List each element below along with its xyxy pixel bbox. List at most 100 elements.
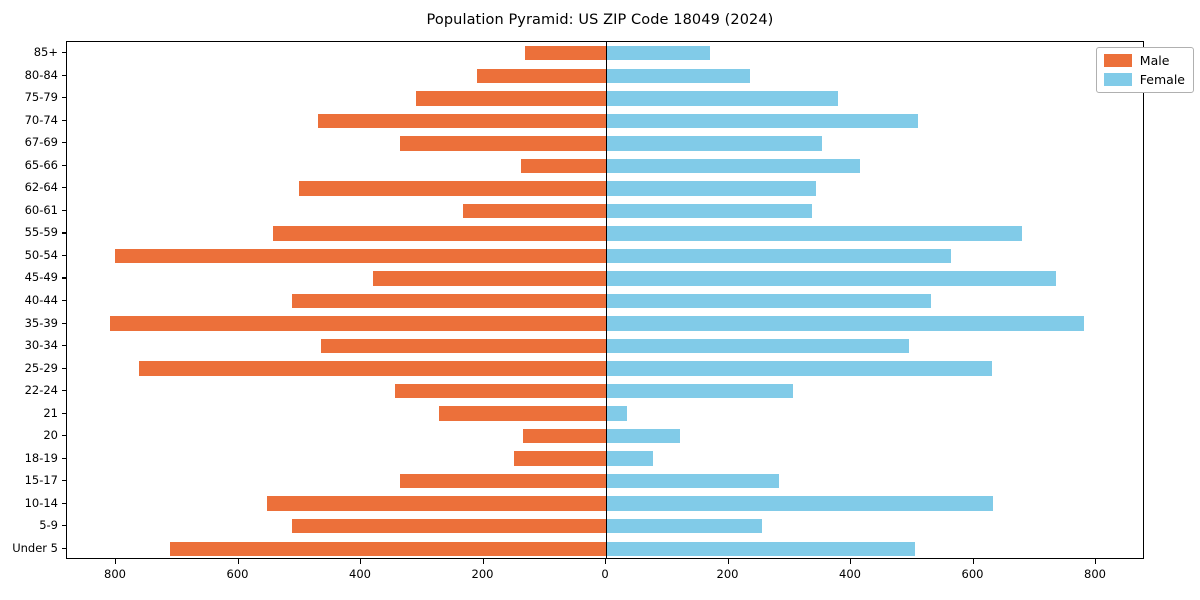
y-tick-mark: [61, 322, 66, 324]
y-tick-label-21: 21: [43, 405, 58, 420]
y-tick-label-40-44: 40-44: [24, 293, 58, 307]
bar-row: [67, 68, 1143, 83]
x-tick-mark: [850, 559, 852, 564]
bar-row: [67, 158, 1143, 174]
y-tick-label-45-49: 45-49: [24, 270, 58, 285]
y-tick-mark: [61, 187, 66, 189]
y-tick-label-75-79: 75-79: [24, 90, 58, 105]
bar-male-10-14: [267, 496, 606, 511]
x-tick-mark: [360, 559, 362, 564]
x-tick-mark: [972, 559, 974, 564]
y-tick-mark: [61, 390, 66, 392]
bar-male-15-17: [399, 473, 606, 489]
bar-male-65-66: [521, 158, 606, 174]
y-tick-mark: [61, 52, 66, 54]
x-tick-label-6: 400: [839, 567, 861, 581]
bar-female-67-69: [606, 136, 822, 151]
bar-row: [67, 541, 1143, 556]
bar-row: [67, 451, 1143, 466]
legend-swatch-male: [1103, 54, 1132, 67]
y-tick-label-22-24: 22-24: [24, 383, 58, 398]
y-tick-label-85-: 85+: [33, 45, 58, 60]
y-tick-mark: [61, 232, 66, 234]
y-tick-label-50-54: 50-54: [24, 247, 58, 262]
bar-male-45-49: [373, 271, 606, 286]
bar-female-70-74: [606, 113, 919, 129]
bar-row: [67, 91, 1143, 106]
bar-female-45-49: [606, 271, 1057, 286]
bar-male-40-44: [291, 293, 606, 309]
x-tick-mark: [727, 559, 729, 564]
y-tick-label-5-9: 5-9: [39, 518, 58, 533]
bar-female-10-14: [606, 496, 994, 511]
bar-row: [67, 226, 1143, 241]
bar-row: [67, 361, 1143, 376]
x-tick-mark: [605, 559, 607, 564]
bar-female-22-24: [606, 383, 793, 399]
chart-title: Population Pyramid: US ZIP Code 18049 (2…: [426, 12, 774, 28]
chart-legend: Male Female: [1095, 47, 1194, 93]
bar-male-80-84: [477, 68, 606, 83]
y-tick-label-55-59: 55-59: [24, 225, 58, 240]
y-tick-mark: [61, 457, 66, 459]
bar-male-50-54: [115, 248, 606, 264]
bar-female-25-29: [606, 361, 992, 376]
x-tick-mark: [237, 559, 239, 564]
y-tick-label-30-34: 30-34: [24, 338, 58, 353]
bar-row: [67, 203, 1143, 219]
y-tick-mark: [61, 480, 66, 482]
bar-row: [67, 383, 1143, 399]
x-tick-mark: [1095, 559, 1097, 564]
x-tick-mark: [115, 559, 117, 564]
bar-female-80-84: [606, 68, 750, 83]
bar-male-75-79: [416, 91, 606, 106]
x-tick-label-3: 200: [471, 567, 494, 581]
bar-female-60-61: [606, 203, 812, 219]
bar-row: [67, 271, 1143, 286]
bar-male-60-61: [463, 203, 606, 219]
x-tick-label-4: 0: [601, 567, 609, 581]
bar-female-21: [606, 406, 628, 421]
bars-layer: [67, 42, 1143, 558]
y-tick-label-20: 20: [43, 428, 58, 443]
y-tick-mark: [61, 502, 66, 504]
y-tick-mark: [61, 547, 66, 549]
bar-row: [67, 136, 1143, 151]
y-tick-mark: [61, 277, 66, 279]
y-tick-mark: [61, 254, 66, 257]
y-tick-mark: [61, 435, 66, 437]
legend-label-female: Female: [1139, 72, 1185, 87]
bar-male-70-74: [317, 113, 606, 129]
bar-row: [67, 293, 1143, 309]
plot-area: [66, 41, 1144, 559]
x-tick-label-8: 800: [1084, 567, 1106, 581]
bar-row: [67, 338, 1143, 354]
legend-label-male: Male: [1139, 53, 1170, 68]
y-tick-label-25-29: 25-29: [24, 360, 58, 375]
y-tick-mark: [61, 119, 66, 121]
bar-female-18-19: [606, 451, 654, 466]
bar-female-15-17: [606, 473, 779, 489]
bar-row: [67, 406, 1143, 421]
bar-female-20: [606, 428, 680, 444]
bar-female-40-44: [606, 293, 932, 309]
bar-row: [67, 248, 1143, 264]
y-tick-label-10-14: 10-14: [24, 495, 58, 510]
y-tick-mark: [61, 345, 66, 347]
bar-male-55-59: [273, 226, 606, 241]
legend-entry-female[interactable]: Female: [1103, 72, 1185, 87]
bar-row: [67, 519, 1143, 534]
bar-male-85-: [525, 46, 606, 61]
y-tick-mark: [61, 74, 66, 76]
bar-row: [67, 496, 1143, 511]
y-tick-mark: [61, 164, 66, 166]
bar-female-55-59: [606, 226, 1022, 241]
bar-female-75-79: [606, 91, 839, 106]
bar-row: [67, 181, 1143, 196]
y-tick-label-67-69: 67-69: [24, 135, 58, 150]
bar-male-5-9: [292, 519, 606, 534]
y-tick-mark: [61, 525, 66, 527]
y-tick-mark: [61, 209, 66, 211]
legend-entry-male[interactable]: Male: [1103, 53, 1185, 68]
